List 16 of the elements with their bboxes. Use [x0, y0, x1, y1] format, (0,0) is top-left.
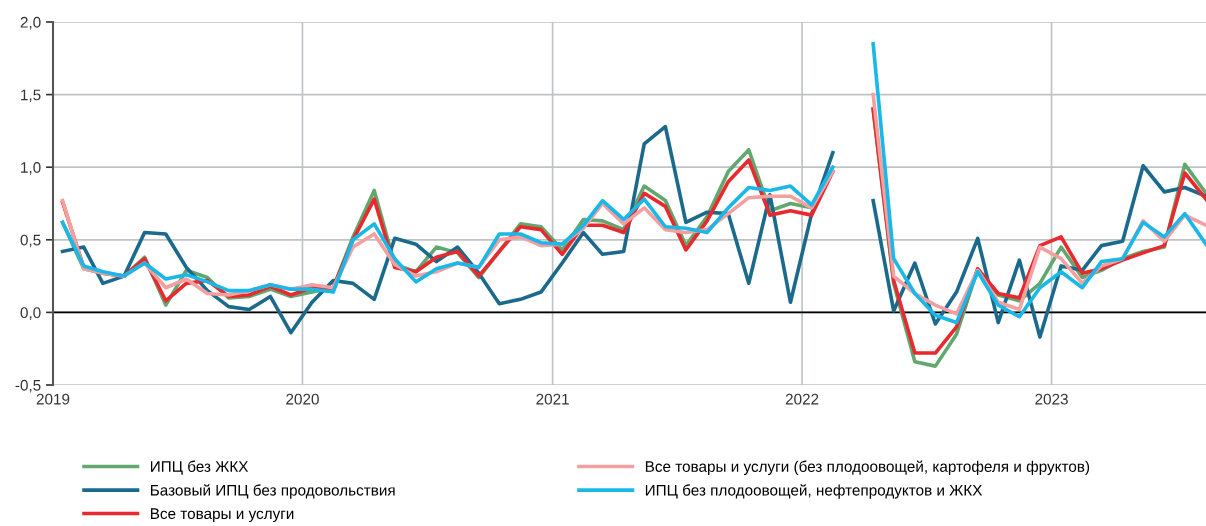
y-tick-label: 0,0 — [20, 307, 41, 320]
legend-label: ИПЦ без плодоовощей, нефтепродуктов и ЖКХ — [645, 484, 983, 499]
x-tick-label: 2020 — [286, 393, 319, 405]
legend-label: Все товары и услуги — [150, 508, 294, 523]
y-tick-label: 2,0 — [20, 16, 41, 30]
legend-label: Базовый ИПЦ без продовольствия — [150, 484, 395, 499]
legend-label: ИПЦ без ЖКХ — [150, 460, 249, 475]
y-tick-label: 1,0 — [21, 162, 41, 175]
y-tick-label: -0,5 — [15, 379, 41, 393]
y-tick-label: 0,5 — [20, 234, 41, 248]
x-tick-label: 2023 — [1035, 393, 1068, 405]
x-tick-label: 2019 — [36, 393, 70, 405]
y-tick-label: 1,5 — [21, 89, 41, 103]
legend-label: Все товары и услуги (без плодоовощей, картофеля и фруктов) — [645, 460, 1090, 475]
x-tick-label: 2021 — [536, 393, 569, 405]
x-tick-label: 2022 — [785, 393, 819, 405]
